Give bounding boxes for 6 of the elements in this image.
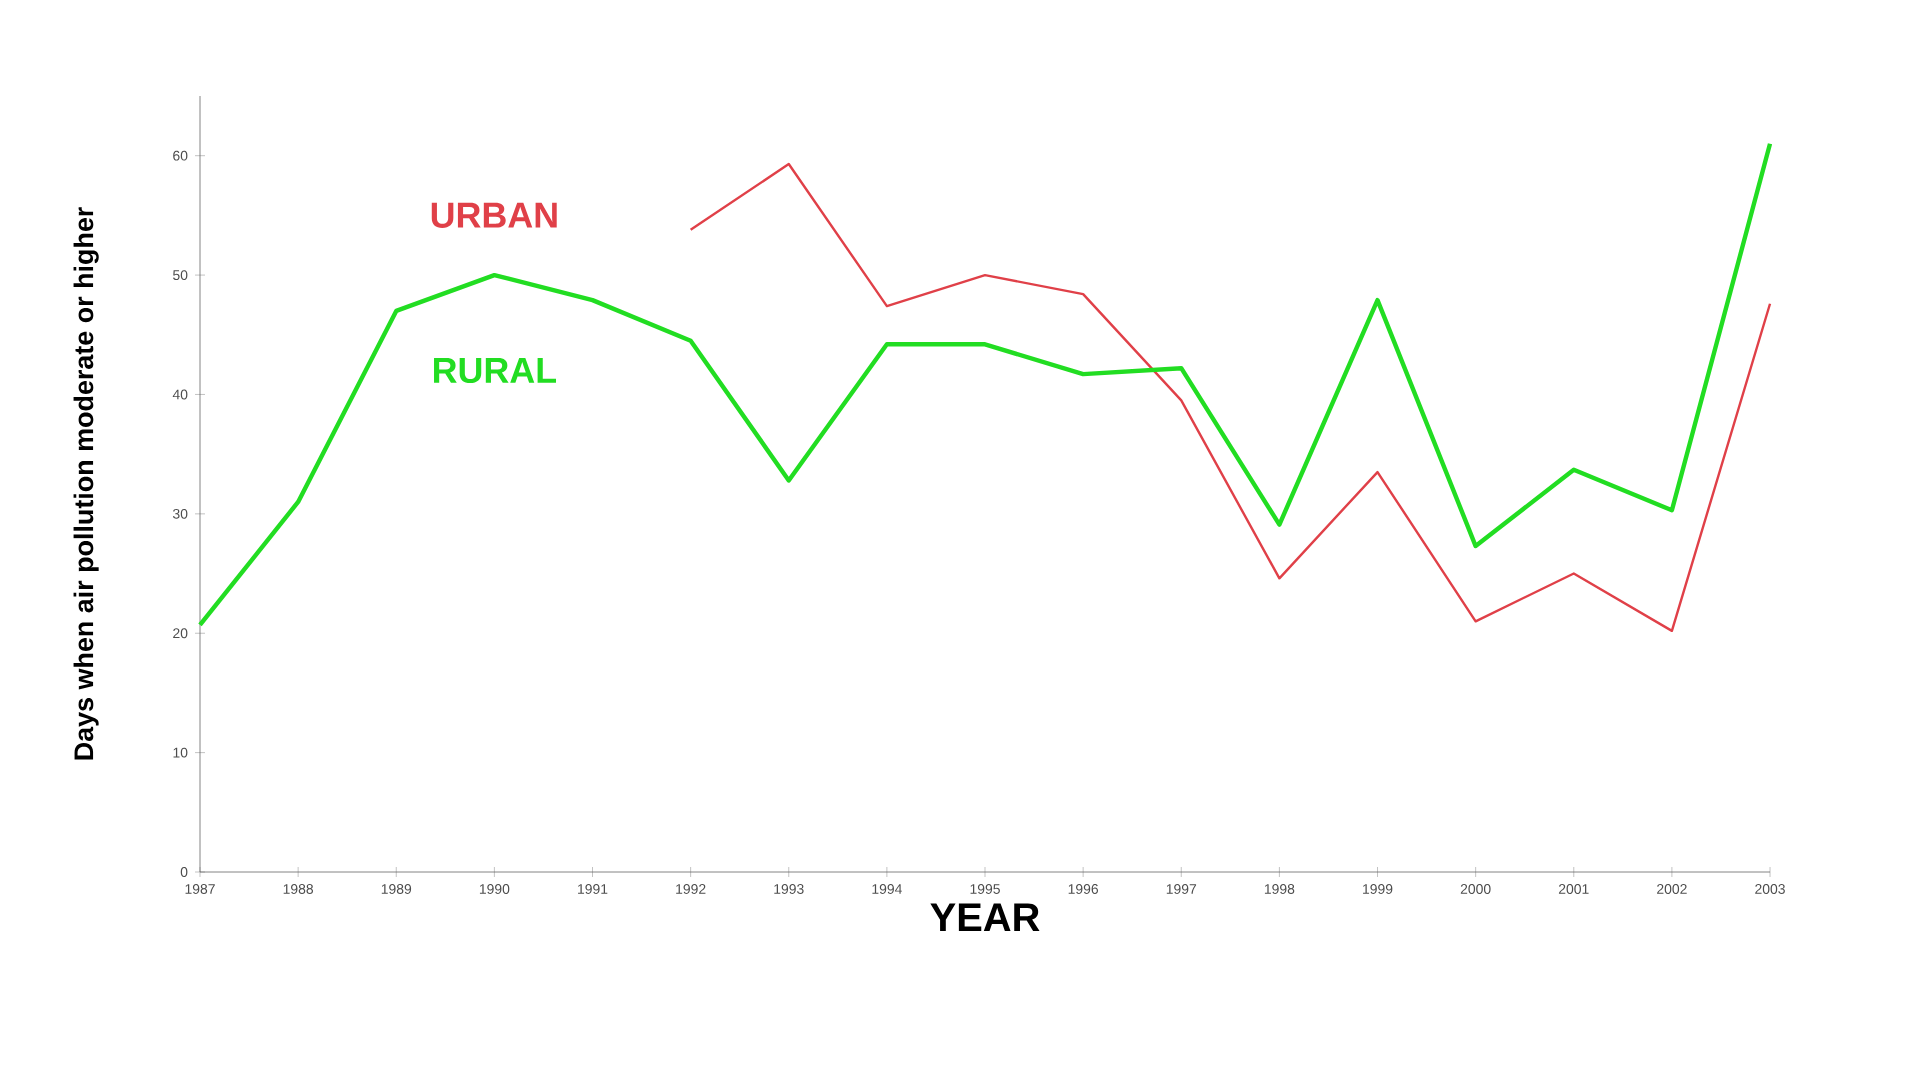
line-series	[197, 141, 1773, 628]
series-label: RURAL	[434, 358, 557, 384]
text: URBAN	[431, 202, 557, 228]
y-axis-title: Days when air pollution moderate or higher	[73, 207, 99, 760]
x-axis-title: YEAR	[930, 903, 1040, 932]
line-series	[689, 162, 1772, 633]
